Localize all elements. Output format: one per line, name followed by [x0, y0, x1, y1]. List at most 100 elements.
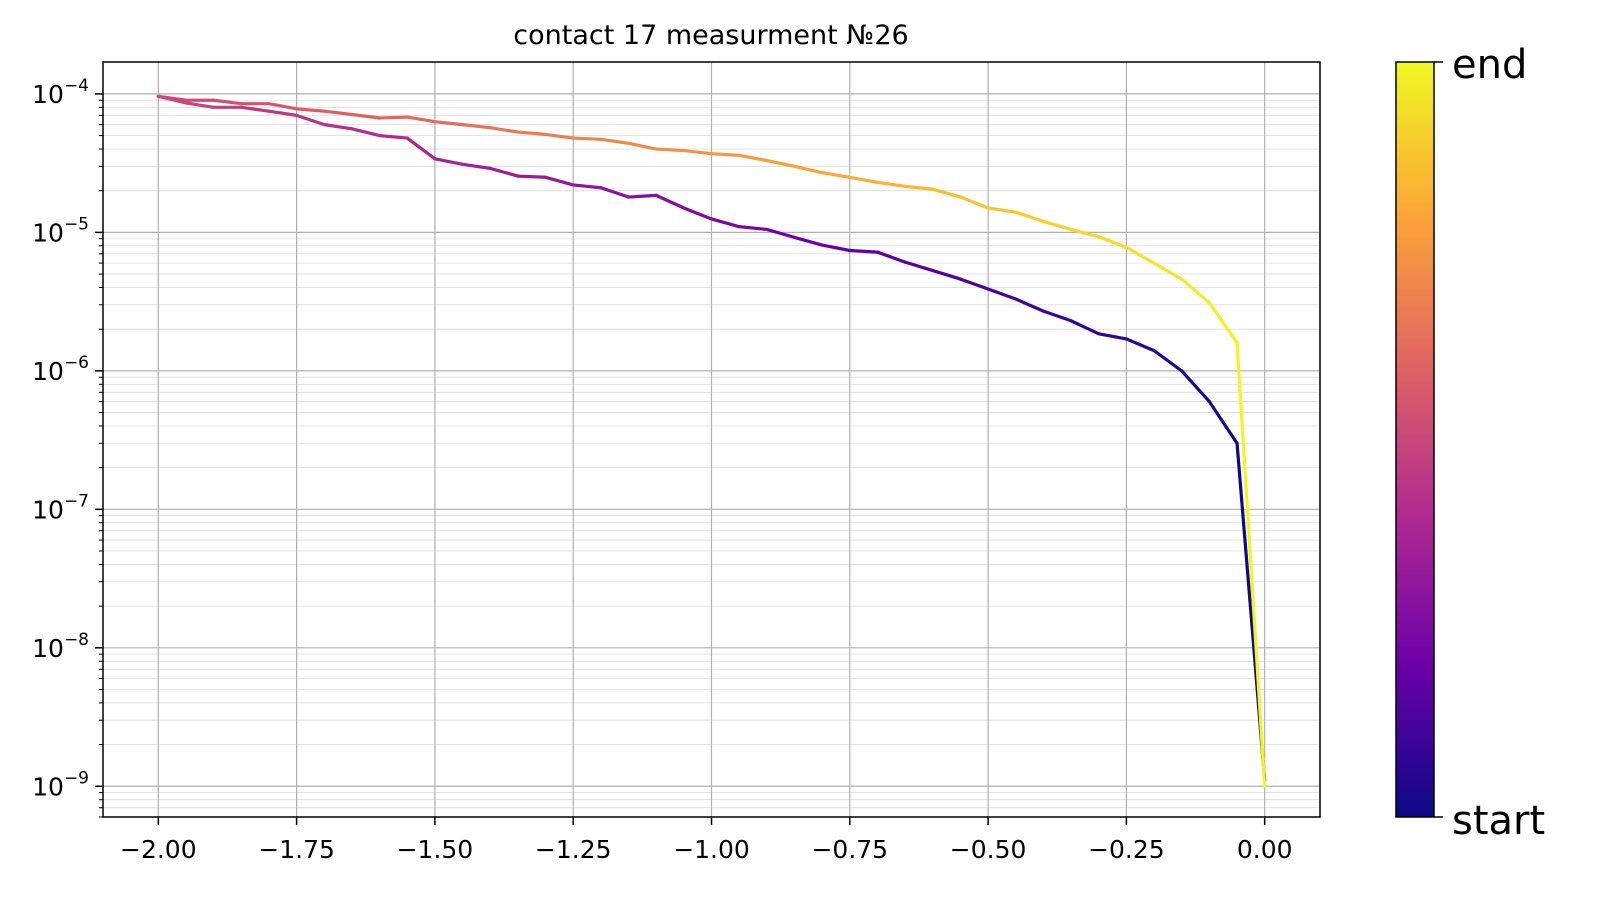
series-line-segment: [267, 109, 299, 117]
series-line-segment: [820, 243, 852, 253]
y-tick-label: 10−4: [32, 76, 89, 109]
series-line-segment: [433, 120, 465, 127]
x-tick-label: −0.25: [1088, 835, 1165, 864]
series-line-segment: [737, 153, 769, 163]
series-line-segment: [682, 148, 714, 156]
series-line-segment: [488, 166, 520, 178]
series-line-segment: [1235, 340, 1267, 788]
colorbar-label-end: end: [1452, 42, 1527, 88]
series-line-segment: [626, 141, 658, 151]
series-line-segment: [212, 98, 243, 106]
series-line-segment: [460, 162, 492, 170]
series-line-segment: [875, 180, 907, 188]
series-line-segment: [848, 248, 880, 254]
series-line-segment: [377, 115, 409, 120]
series-line-segment: [875, 250, 907, 264]
tick-layer: 10−4 10−5 10−6 10−7 10−8 10−9 −2.00 −1.75 −1.50 −…: [32, 76, 1292, 864]
series-line-segment: [1207, 301, 1239, 345]
series-line-segment: [350, 112, 382, 120]
y-tick-label: 10−9: [32, 768, 89, 801]
y-tick-label: 10−7: [32, 491, 89, 524]
series-line-segment: [737, 225, 769, 232]
series-line-segment: [765, 158, 797, 168]
x-tick-label: −0.75: [811, 835, 888, 864]
series-line-segment: [295, 107, 326, 113]
series-line-segment: [1097, 235, 1128, 249]
series-line-segment: [322, 109, 354, 117]
series-line-segment: [931, 268, 963, 281]
series-line-segment: [626, 193, 658, 199]
series-line-segment: [792, 235, 824, 247]
series-line-segment: [516, 130, 548, 137]
series-line-segment: [433, 157, 465, 166]
series-line-segment: [405, 136, 437, 161]
x-tick-label: 0.00: [1237, 835, 1293, 864]
series-line-segment: [543, 132, 575, 140]
series-line-segment: [516, 174, 548, 179]
series-line-segment: [350, 127, 382, 138]
series-line-segment: [986, 206, 1018, 214]
series-line-segment: [1152, 349, 1184, 373]
y-tick-label: 10−6: [32, 353, 89, 386]
series-line-segment: [931, 187, 963, 199]
series-line-segment: [903, 184, 935, 191]
series-line-segment: [1014, 297, 1046, 313]
grid-layer: [103, 62, 1320, 818]
series-line-segment: [1207, 399, 1239, 445]
series-line-segment: [488, 126, 520, 134]
y-tick-label: 10−8: [32, 630, 89, 663]
series-line-segment: [571, 136, 603, 141]
series-layer: [156, 94, 1267, 788]
series-line-segment: [599, 186, 631, 199]
series-line-segment: [295, 113, 326, 127]
x-tick-label: −0.50: [950, 835, 1027, 864]
series-line-segment: [654, 193, 686, 210]
series-line-segment: [543, 175, 575, 187]
series-line-segment: [848, 175, 880, 184]
series-line-segment: [156, 94, 188, 102]
series-line-segment: [322, 123, 354, 131]
series-line-segment: [1097, 332, 1128, 341]
series-line-segment: [654, 147, 686, 153]
series-line-segment: [1069, 227, 1101, 239]
series-line-segment: [267, 102, 299, 111]
series-line-segment: [958, 195, 990, 210]
series-line-segment: [239, 105, 271, 113]
series-line-segment: [1014, 210, 1046, 224]
series-line-segment: [599, 137, 631, 145]
x-tick-label: −1.00: [673, 835, 750, 864]
series-line-segment: [903, 260, 935, 273]
y-tick-label: 10−5: [32, 214, 89, 247]
series-line-segment: [958, 277, 990, 291]
series-line-segment: [986, 287, 1018, 301]
series-line-segment: [709, 217, 741, 229]
series-line-segment: [1180, 277, 1211, 305]
series-line-segment: [792, 164, 824, 175]
series-line-segment: [1041, 219, 1073, 232]
colorbar-label-start: start: [1452, 798, 1545, 844]
series-line-segment: [1124, 337, 1156, 353]
series-line-segment: [1041, 309, 1073, 323]
series-line-segment: [460, 123, 492, 130]
series-line-segment: [377, 133, 409, 140]
series-line-segment: [1124, 245, 1156, 265]
x-tick-label: −1.75: [258, 835, 335, 864]
series-line-segment: [405, 115, 437, 124]
x-tick-label: −1.50: [397, 835, 474, 864]
x-tick-label: −1.25: [535, 835, 612, 864]
colorbar-gradient: [1395, 61, 1435, 818]
series-line-segment: [820, 171, 852, 179]
series-line-segment: [184, 101, 216, 109]
colorbar: end start: [1395, 42, 1545, 844]
series-line-segment: [1069, 319, 1101, 336]
series-line-segment: [571, 183, 603, 190]
series-line-segment: [1152, 261, 1184, 281]
series-line-segment: [765, 227, 797, 239]
x-tick-label: −2.00: [120, 835, 197, 864]
series-line-segment: [682, 206, 714, 221]
chart-title: contact 17 measurment №26: [513, 20, 908, 51]
series-line-segment: [1180, 369, 1211, 404]
series-line-segment: [709, 152, 741, 157]
